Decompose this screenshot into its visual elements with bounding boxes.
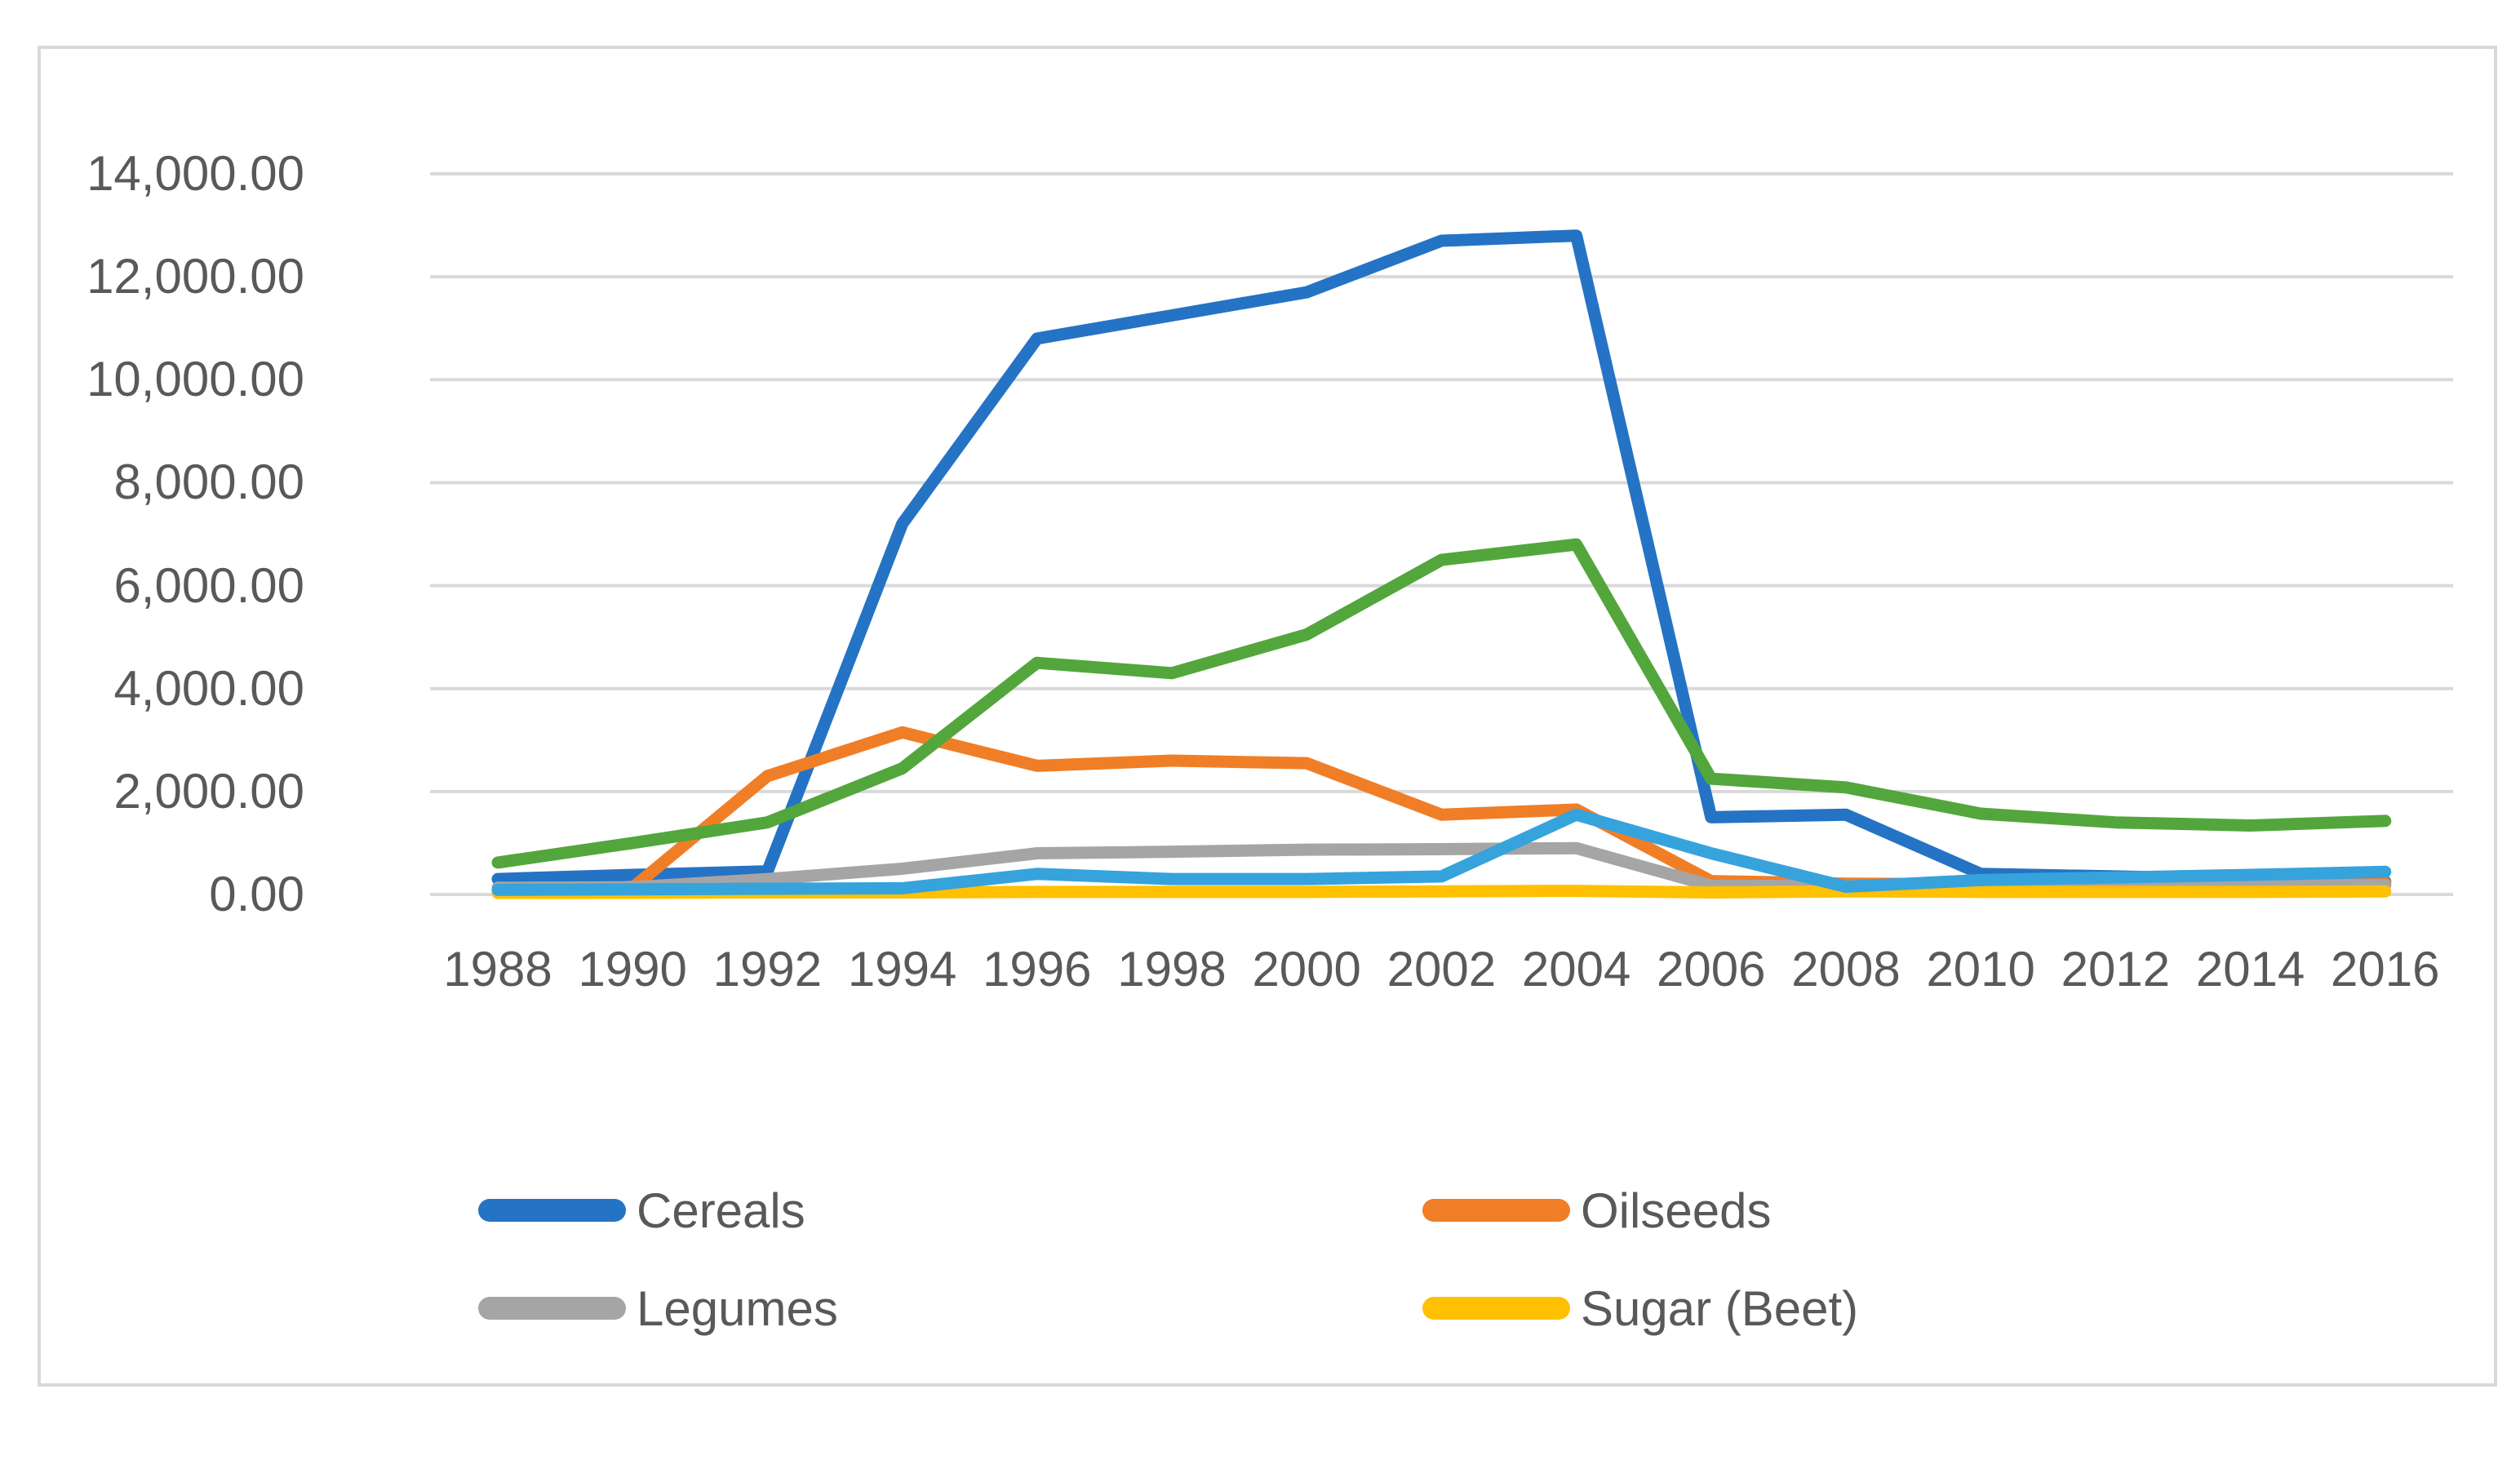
legend-swatch-oilseeds [1422, 1199, 1570, 1222]
x-tick-label: 1992 [712, 942, 823, 996]
x-tick-label: 2002 [1386, 942, 1497, 996]
legend-label-oilseeds: Oilseeds [1581, 1183, 1772, 1238]
y-tick-label: 12,000.00 [87, 249, 304, 304]
x-tick-label: 1996 [983, 942, 1092, 996]
x-tick-label: 2016 [2331, 942, 2440, 996]
legend-label-legumes: Legumes [637, 1280, 838, 1336]
x-tick-label: 2008 [1791, 942, 1901, 996]
x-tick-label: 1994 [847, 942, 957, 996]
y-tick-label: 2,000.00 [113, 763, 304, 819]
x-tick-label: 2004 [1521, 942, 1631, 996]
legend-swatch-legumes [478, 1297, 626, 1320]
legend-label-sugar-beet: Sugar (Beet) [1581, 1280, 1859, 1336]
chart-area[interactable]: 0.00 2,000.00 4,000.00 6,000.00 8,000.00 10,0… [38, 46, 2497, 1387]
legend-label-cereals: Cereals [637, 1183, 805, 1238]
y-tick-label: 8,000.00 [113, 455, 304, 510]
legend-item-cereals[interactable]: Cereals [478, 1182, 805, 1239]
x-tick-label: 2014 [2195, 942, 2305, 996]
legend-swatch-sugar-beet [1422, 1297, 1570, 1320]
y-tick-label: 6,000.00 [113, 557, 304, 613]
x-tick-label: 1988 [443, 942, 552, 996]
y-tick-label: 0.00 [209, 867, 304, 921]
x-tick-label: 1990 [578, 942, 687, 996]
y-tick-label: 14,000.00 [87, 146, 304, 202]
y-tick-label: 4,000.00 [113, 660, 304, 716]
line-chart-plot[interactable] [41, 49, 2520, 1478]
x-tick-label: 2012 [2061, 942, 2171, 996]
series-line-unlabeled-4[interactable] [491, 808, 2392, 896]
legend-item-oilseeds[interactable]: Oilseeds [1422, 1182, 1771, 1239]
legend-swatch-cereals [478, 1199, 626, 1222]
x-tick-label: 2000 [1252, 942, 1361, 996]
legend-item-sugar-beet[interactable]: Sugar (Beet) [1422, 1280, 1858, 1337]
y-tick-label: 10,000.00 [87, 352, 304, 407]
series-line-unlabeled-5[interactable] [491, 538, 2392, 869]
x-tick-label: 1998 [1117, 942, 1227, 996]
legend-item-legumes[interactable]: Legumes [478, 1280, 838, 1337]
x-tick-label: 2010 [1926, 942, 2035, 996]
x-tick-label: 2006 [1657, 942, 1766, 996]
